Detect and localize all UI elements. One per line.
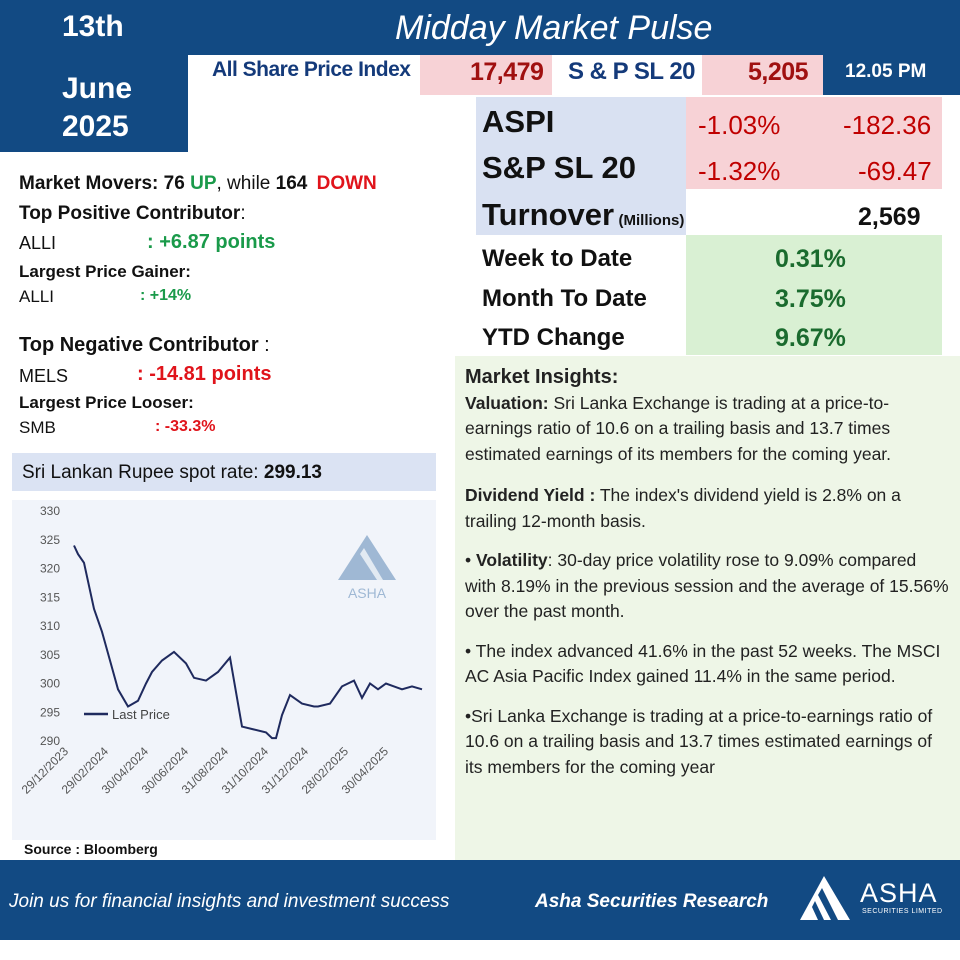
turnover-value: 2,569 — [858, 203, 921, 231]
largest-looser-value: : -33.3% — [155, 418, 216, 435]
turnover-unit: (Millions) — [618, 212, 685, 229]
down-label: DOWN — [316, 173, 377, 194]
sp-header-label: S & P SL 20 — [568, 58, 696, 85]
negative-contributor-ticker: MELS — [19, 366, 69, 386]
sp-label: S&P SL 20 — [482, 150, 636, 185]
sp-change-bg — [686, 143, 942, 189]
date-month: June — [62, 72, 133, 105]
largest-looser-title: Largest Price Looser: — [19, 393, 194, 412]
footer-tagline: Join us for financial insights and inves… — [9, 891, 450, 912]
aspi-change-bg — [686, 97, 942, 143]
y-tick-label: 305 — [40, 648, 60, 662]
page-title: Midday Market Pulse — [395, 9, 713, 47]
down-count: 164 — [275, 173, 308, 194]
date-year: 2025 — [62, 110, 129, 143]
aspi-pct: -1.03% — [698, 110, 781, 140]
title-bar — [188, 0, 960, 55]
insights-title: Market Insights: — [465, 366, 619, 388]
y-tick-label: 315 — [40, 590, 60, 604]
movers-prefix: Market Movers: — [19, 173, 164, 194]
time-stamp: 12.05 PM — [845, 61, 927, 82]
series-line-last-price — [73, 545, 423, 740]
turnover-label: Turnover — [482, 197, 615, 232]
aspi-header-box — [420, 55, 552, 95]
asha-logo-icon — [800, 876, 850, 920]
ytd-label: YTD Change — [482, 324, 625, 351]
movers-middle: , while — [216, 173, 276, 194]
legend-label: Last Price — [112, 707, 170, 722]
turnover-label-wrap: Turnover (Millions) — [482, 197, 686, 233]
negative-contributor-value: : -14.81 points — [137, 363, 272, 385]
negative-contributor-title: Top Negative Contributor : — [19, 334, 270, 356]
rupee-value: 299.13 — [263, 462, 322, 483]
mtd-value: 3.75% — [775, 285, 846, 313]
largest-looser-ticker: SMB — [19, 418, 56, 437]
wtd-label: Week to Date — [482, 245, 633, 272]
positive-contributor-title: Top Positive Contributor: — [19, 203, 246, 224]
y-tick-label: 300 — [40, 677, 60, 691]
insight-dividend: Dividend Yield : The index's dividend yi… — [465, 485, 901, 531]
y-tick-label: 325 — [40, 533, 60, 547]
y-tick-label: 295 — [40, 705, 60, 719]
y-tick-label: 290 — [40, 734, 60, 748]
mtd-label: Month To Date — [482, 285, 647, 312]
rupee-label: Sri Lankan Rupee spot rate: — [22, 462, 264, 483]
aspi-label: ASPI — [482, 104, 555, 139]
source-note: Source : Bloomberg — [24, 841, 158, 857]
footer-logo-text: ASHA — [860, 878, 938, 908]
insight-volatility: • Volatility: 30-day price volatility ro… — [465, 550, 949, 621]
stats-label-bg — [476, 97, 686, 235]
wtd-value: 0.31% — [775, 245, 846, 273]
footer-logo-sub: SECURITIES LIMITED — [862, 908, 943, 915]
y-tick-label: 330 — [40, 504, 60, 518]
aspi-points: -182.36 — [843, 110, 932, 140]
insight-valuation: Valuation: Sri Lanka Exchange is trading… — [465, 392, 892, 464]
up-label: UP — [190, 173, 217, 194]
footer-research: Asha Securities Research — [535, 891, 769, 912]
sp-header-value: 5,205 — [748, 58, 809, 86]
sp-pct: -1.32% — [698, 156, 781, 186]
date-panel — [0, 0, 188, 152]
insight-advance: • The index advanced 41.6% in the past 5… — [465, 640, 941, 687]
largest-gainer-ticker: ALLI — [19, 287, 54, 306]
positive-contributor-value: : +6.87 points — [147, 231, 276, 253]
aspi-header-label: All Share Price Index — [212, 58, 411, 81]
y-tick-label: 320 — [40, 562, 60, 576]
y-tick-label: 310 — [40, 619, 60, 633]
asha-watermark-logo: ASHA — [338, 535, 396, 601]
largest-gainer-value: : +14% — [140, 287, 192, 304]
sp-header-box — [702, 55, 823, 95]
footer-bar — [0, 860, 960, 940]
watermark-text: ASHA — [348, 585, 387, 601]
market-insights-panel: Market Insights: Valuation: Sri Lanka Ex… — [455, 356, 960, 890]
time-panel — [823, 55, 960, 95]
logo-stripe-icon — [360, 548, 383, 580]
insight-pe: •Sri Lanka Exchange is trading at a pric… — [465, 705, 933, 777]
up-count: 76 — [163, 173, 185, 194]
market-movers: Market Movers: 76 UP, while 164 DOWN — [19, 173, 377, 195]
date-day: 13th — [62, 10, 124, 43]
sp-points: -69.47 — [858, 156, 932, 186]
rupee-rate-box — [12, 453, 436, 491]
largest-gainer-title: Largest Price Gainer: — [19, 262, 191, 281]
positive-contributor-ticker: ALLI — [19, 233, 57, 253]
rupee-rate: Sri Lankan Rupee spot rate: 299.13 — [22, 462, 322, 484]
perf-values-bg — [686, 235, 942, 355]
ytd-value: 9.67% — [775, 324, 846, 352]
aspi-header-value: 17,479 — [470, 58, 544, 86]
